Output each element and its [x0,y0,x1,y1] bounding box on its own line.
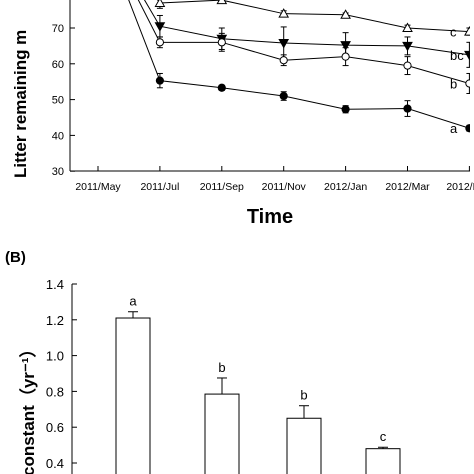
panel-a-point [465,124,470,133]
panel-a-x-tick-label: 2011/May [75,181,121,193]
panel-b-y-tick-label: 1.4 [46,277,64,292]
panel-a-x-tick-label: 2012/Mar [385,181,430,193]
panel-b-significance-label: c [380,429,387,444]
panel-a-point [464,26,470,36]
panel-a-point [154,0,166,7]
panel-a: 30 40 50 60 70 2011/May 2011/Jul 2011/Sep 2011/N… [11,0,474,228]
panel-a-ticks: 30 40 50 60 70 2011/May 2011/Jul 2011/Sep 2011/N… [52,23,474,193]
panel-a-point [217,83,226,92]
panel-a-point [155,38,164,47]
panel-a-end-labels: c bc b a [450,25,464,137]
panel-a-axes [69,0,470,172]
panel-b-bar [204,393,240,474]
panel-a-point [155,76,164,85]
panel-a-significance-label: b [450,76,457,91]
panel-a-point [403,104,412,113]
panel-b-label: (B) [5,249,26,266]
panel-a-point [402,22,413,32]
panel-a-point [278,39,290,49]
panel-a-y-tick-label: 60 [52,59,64,71]
panel-b-significance-label: a [129,294,137,309]
panel-a-y-axis-title: Litter remaining m [11,30,30,178]
panel-a-point [341,105,350,114]
panel-a-y-tick-label: 70 [52,23,64,35]
panel-a-x-tick-label: 2011/Nov [262,181,307,193]
panel-a-x-tick-label: 2011/Jul [140,181,179,193]
panel-b-bar [286,417,322,474]
panel-a-x-tick-label: 2012/May [446,181,474,193]
panel-a-y-tick-label: 40 [52,130,64,142]
panel-a-y-tick-label: 30 [52,166,64,178]
panel-a-significance-label: a [450,121,458,136]
panel-a-point [465,79,470,88]
panel-b-bar [365,448,401,474]
panel-a-point [403,61,412,70]
panel-a-x-tick-label: 2012/Jan [324,181,367,193]
panel-b-significance-label: b [218,360,225,375]
panel-b-data: a b b c [115,294,401,474]
panel-a-point [279,56,288,65]
panel-a-data [128,0,470,133]
panel-a-point [340,41,351,51]
panel-b-ticks: 0.4 0.6 0.8 1.0 1.2 1.4 [46,277,77,471]
panel-b-y-tick-label: 0.6 [46,420,64,435]
panel-a-x-tick-label: 2011/Sep [200,181,244,193]
panel-b-y-tick-label: 1.2 [46,313,64,328]
panel-a-point [279,91,288,101]
panel-a-point [278,8,290,18]
panel-a-point [217,38,226,47]
panel-a-significance-label: bc [450,48,464,63]
panel-a-point [341,52,350,61]
panel-a-point [402,41,413,52]
panel-a-y-tick-label: 50 [52,95,64,107]
panel-b: (B) 0.4 0.6 0.8 1.0 1.2 1.4 a b b c constant（yr⁻… [5,249,401,474]
panel-b-bar [115,317,151,474]
panel-a-point [340,9,351,19]
panel-b-significance-label: b [300,388,307,403]
panel-b-y-tick-label: 1.0 [46,349,64,364]
panel-b-y-tick-label: 0.4 [46,456,64,471]
panel-b-y-axis-title: constant（yr⁻¹） [18,340,38,474]
panel-a-point [154,22,166,32]
panel-a-x-axis-title: Time [247,206,293,228]
panel-a-point [464,50,470,61]
panel-a-point [216,0,228,5]
panel-a-significance-label: c [450,25,457,40]
panel-b-y-tick-label: 0.8 [46,384,64,399]
